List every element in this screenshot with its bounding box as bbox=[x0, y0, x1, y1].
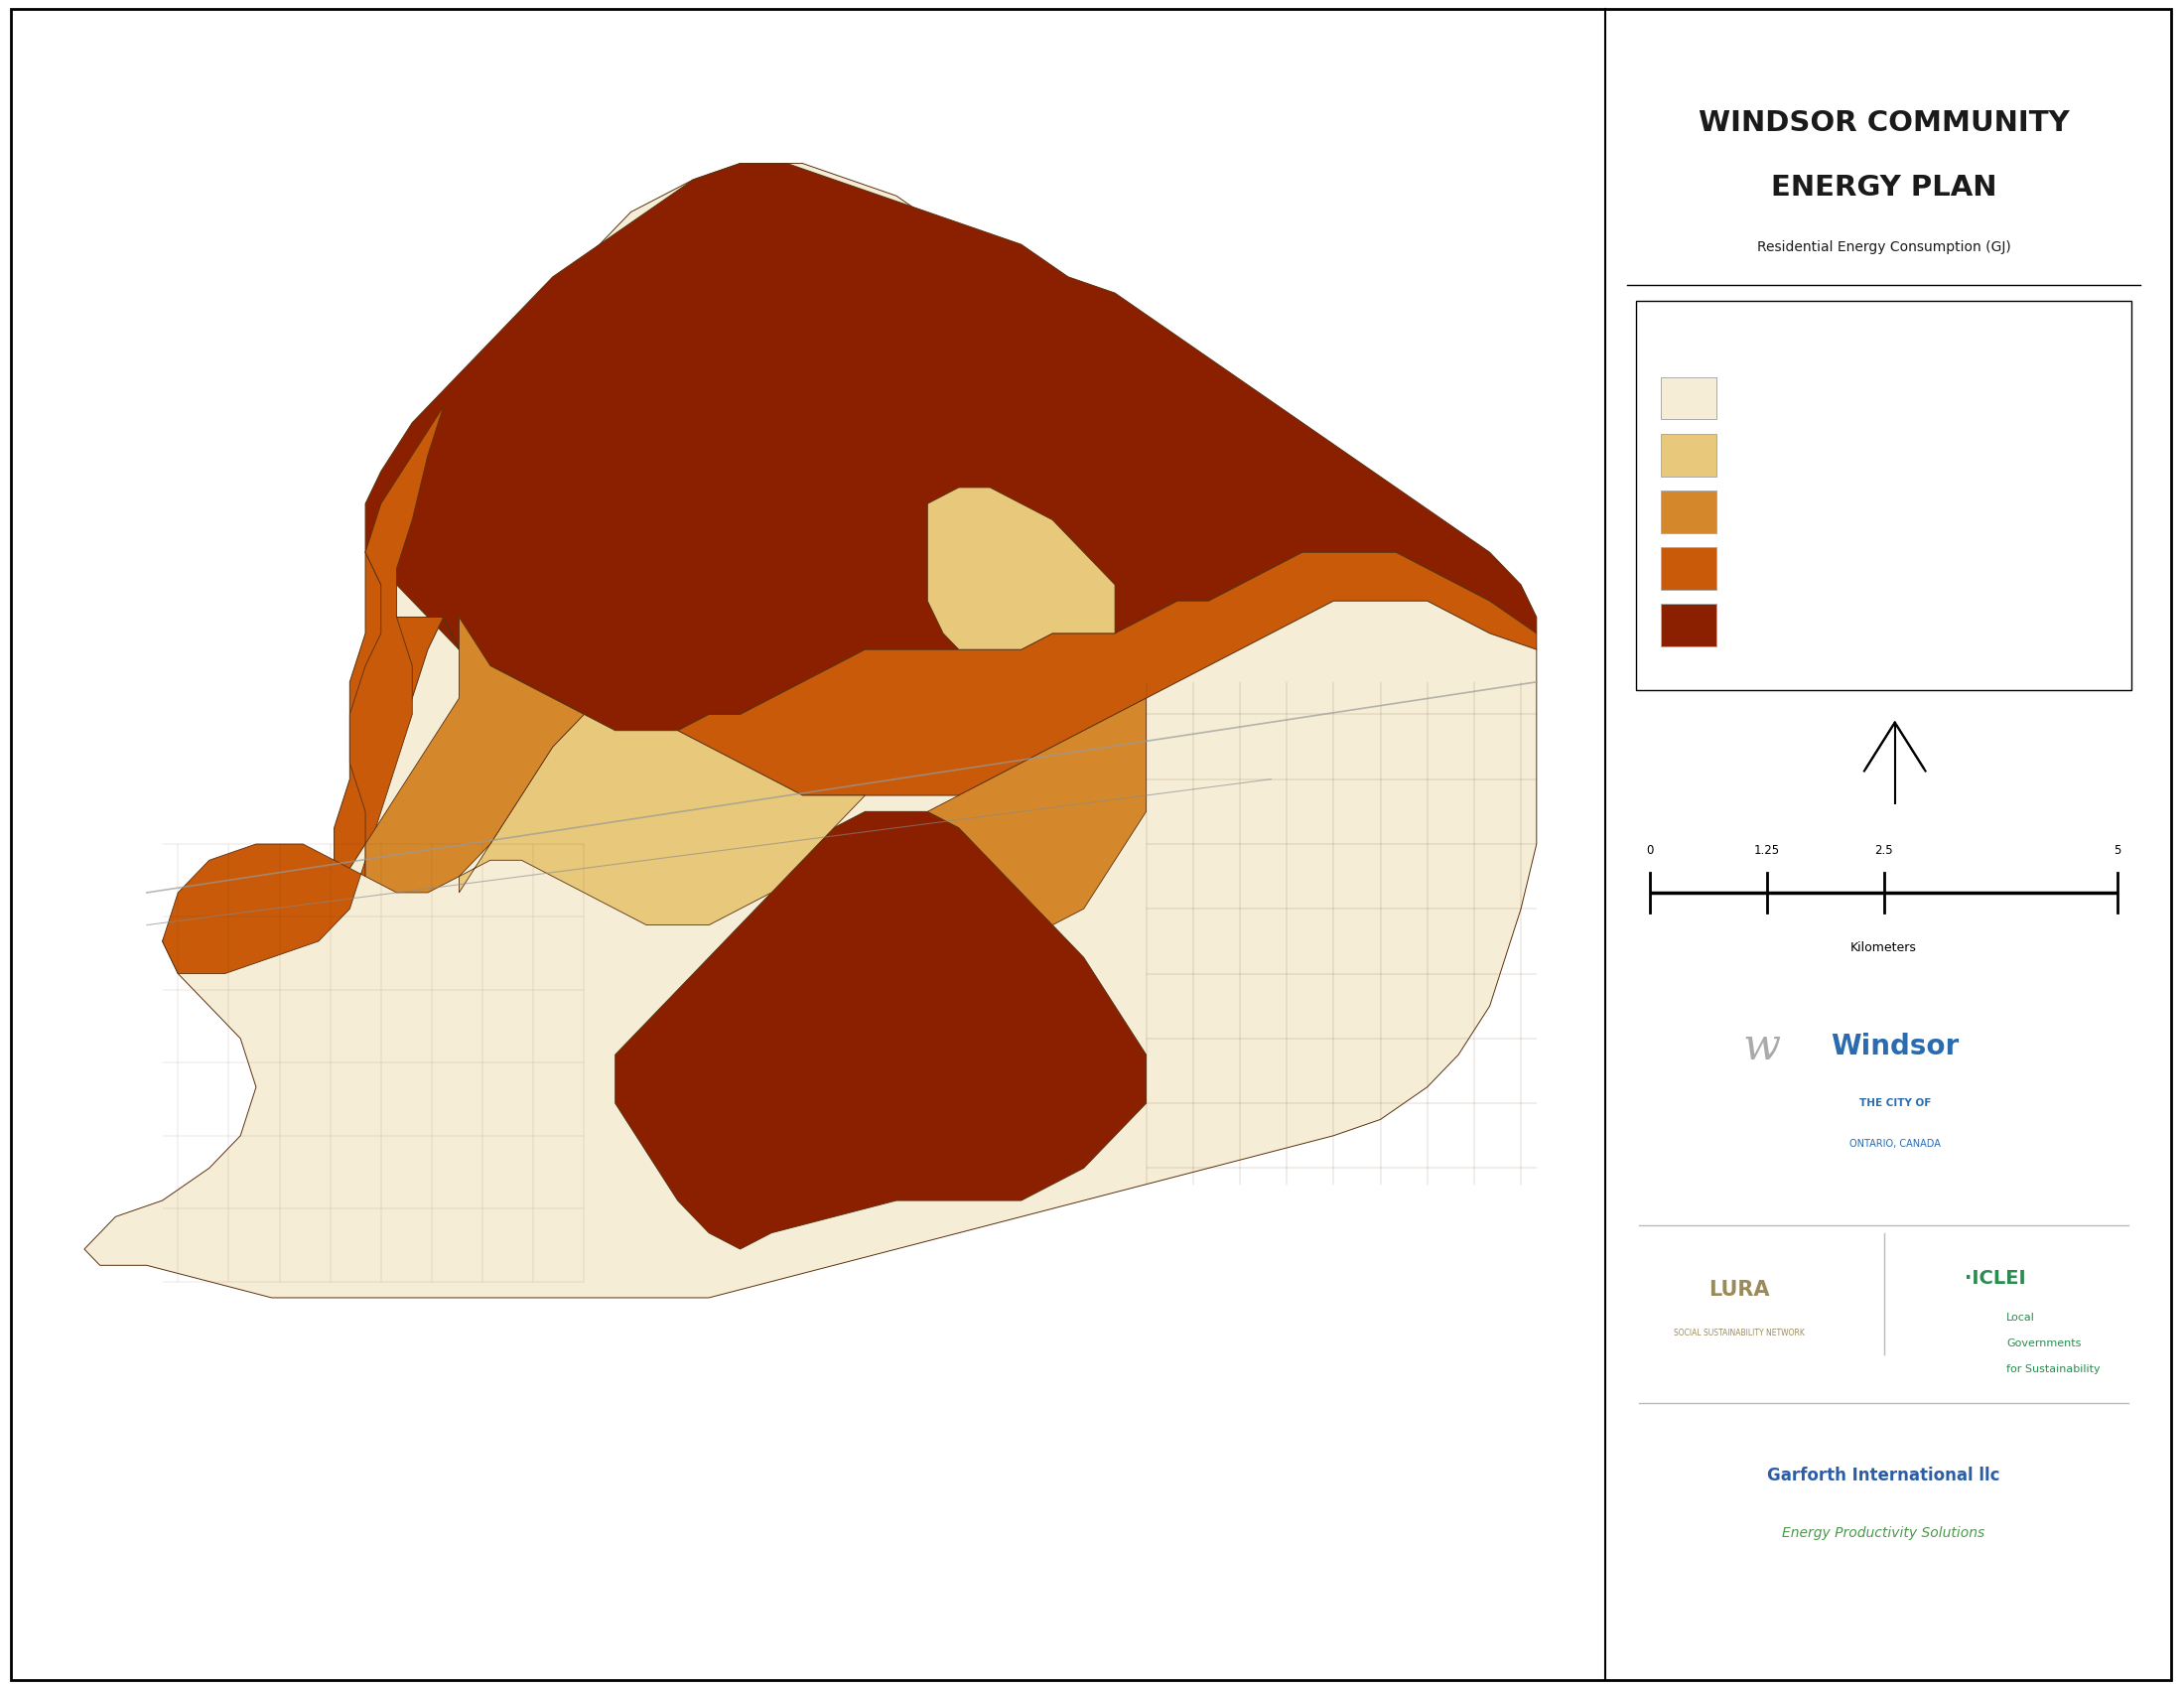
Polygon shape bbox=[162, 407, 443, 974]
Bar bbox=[1660, 434, 1717, 476]
Text: Governments: Governments bbox=[2007, 1339, 2081, 1349]
Polygon shape bbox=[334, 552, 1538, 893]
Text: Windsor: Windsor bbox=[1830, 1033, 1959, 1060]
Text: 600,001 - 800,000: 600,001 - 800,000 bbox=[1738, 562, 1861, 576]
Text: 2.5: 2.5 bbox=[1874, 844, 1894, 858]
Text: 800,001 - 1,000,000: 800,001 - 1,000,000 bbox=[1738, 619, 1872, 631]
Text: Energy Productivity Solutions: Energy Productivity Solutions bbox=[1782, 1526, 1985, 1539]
Text: N: N bbox=[1887, 675, 1902, 694]
Text: 0: 0 bbox=[1647, 844, 1653, 858]
Text: THE CITY OF: THE CITY OF bbox=[1859, 1099, 1931, 1109]
Polygon shape bbox=[85, 164, 1538, 1298]
Text: Consumption (GJ): Consumption (GJ) bbox=[1808, 351, 1959, 365]
Bar bbox=[1660, 547, 1717, 589]
Text: Local: Local bbox=[2007, 1312, 2035, 1322]
Text: ENERGY PLAN: ENERGY PLAN bbox=[1771, 174, 1996, 201]
Polygon shape bbox=[459, 714, 865, 925]
Text: for Sustainability: for Sustainability bbox=[2007, 1364, 2101, 1374]
Text: Garforth International llc: Garforth International llc bbox=[1767, 1467, 2001, 1485]
Text: LURA: LURA bbox=[1708, 1280, 1769, 1300]
Text: ONTARIO, CANADA: ONTARIO, CANADA bbox=[1850, 1139, 1939, 1150]
Text: WINDSOR COMMUNITY: WINDSOR COMMUNITY bbox=[1699, 110, 2068, 137]
Text: 400,001 - 600,000: 400,001 - 600,000 bbox=[1738, 505, 1861, 518]
Text: 0 - 200,000: 0 - 200,000 bbox=[1738, 392, 1815, 405]
Polygon shape bbox=[928, 699, 1147, 925]
Polygon shape bbox=[616, 812, 1147, 1249]
Polygon shape bbox=[365, 618, 583, 893]
Text: 5: 5 bbox=[2114, 844, 2121, 858]
Text: Kilometers: Kilometers bbox=[1850, 942, 1918, 954]
Text: ·ICLEI: ·ICLEI bbox=[1963, 1269, 2027, 1288]
Bar bbox=[1660, 491, 1717, 533]
Text: 1.25: 1.25 bbox=[1754, 844, 1780, 858]
Polygon shape bbox=[928, 488, 1114, 650]
Polygon shape bbox=[365, 164, 1538, 731]
FancyBboxPatch shape bbox=[1636, 300, 2132, 690]
Text: 200,001 - 400,000: 200,001 - 400,000 bbox=[1738, 449, 1861, 461]
Text: Residential Energy: Residential Energy bbox=[1804, 314, 1963, 329]
Bar bbox=[1660, 604, 1717, 647]
Bar bbox=[1660, 378, 1717, 419]
Text: Residential Energy Consumption (GJ): Residential Energy Consumption (GJ) bbox=[1756, 241, 2011, 255]
Text: w: w bbox=[1743, 1025, 1780, 1069]
Text: SOCIAL SUSTAINABILITY NETWORK: SOCIAL SUSTAINABILITY NETWORK bbox=[1673, 1328, 1804, 1339]
